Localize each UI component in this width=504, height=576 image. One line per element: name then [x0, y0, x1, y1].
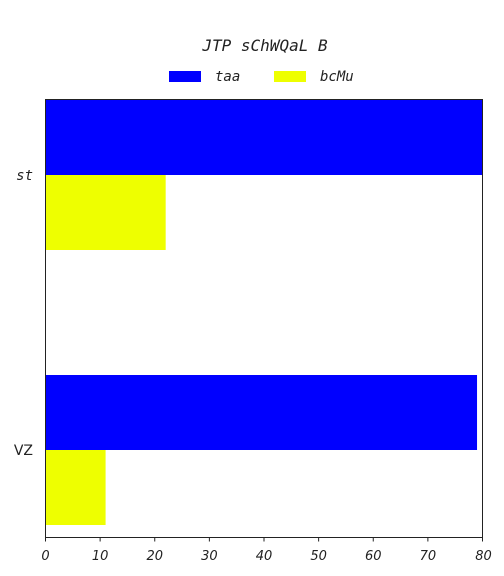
x-tick-label-0: 0 [41, 549, 49, 564]
bars [45, 100, 483, 525]
x-axis: 0 10 20 30 40 50 60 70 80 [41, 537, 492, 564]
chart-title: JTP sChWQaL B [201, 36, 328, 55]
x-tick-label-20: 20 [146, 549, 163, 564]
x-tick-label-80: 80 [475, 549, 492, 564]
y-tick-label-st: st [16, 168, 33, 184]
y-axis: st VZ [14, 168, 33, 459]
x-tick-label-40: 40 [256, 549, 273, 564]
legend: taa bcMu [169, 69, 354, 85]
x-tick-label-30: 30 [201, 549, 218, 564]
y-tick-label-vz: VZ [14, 443, 33, 459]
bar-taa-vz [45, 375, 478, 450]
legend-label-bcmu: bcMu [320, 69, 354, 85]
bar-taa-st [45, 100, 483, 175]
x-tick-label-10: 10 [92, 549, 109, 564]
x-tick-label-50: 50 [310, 549, 327, 564]
x-tick-label-60: 60 [365, 549, 382, 564]
legend-label-taa: taa [215, 69, 240, 85]
x-tick-label-70: 70 [420, 549, 437, 564]
legend-swatch-taa [169, 71, 201, 82]
bar-bcmu-vz [45, 450, 106, 525]
bar-bcmu-st [45, 175, 166, 250]
legend-swatch-bcmu [274, 71, 306, 82]
